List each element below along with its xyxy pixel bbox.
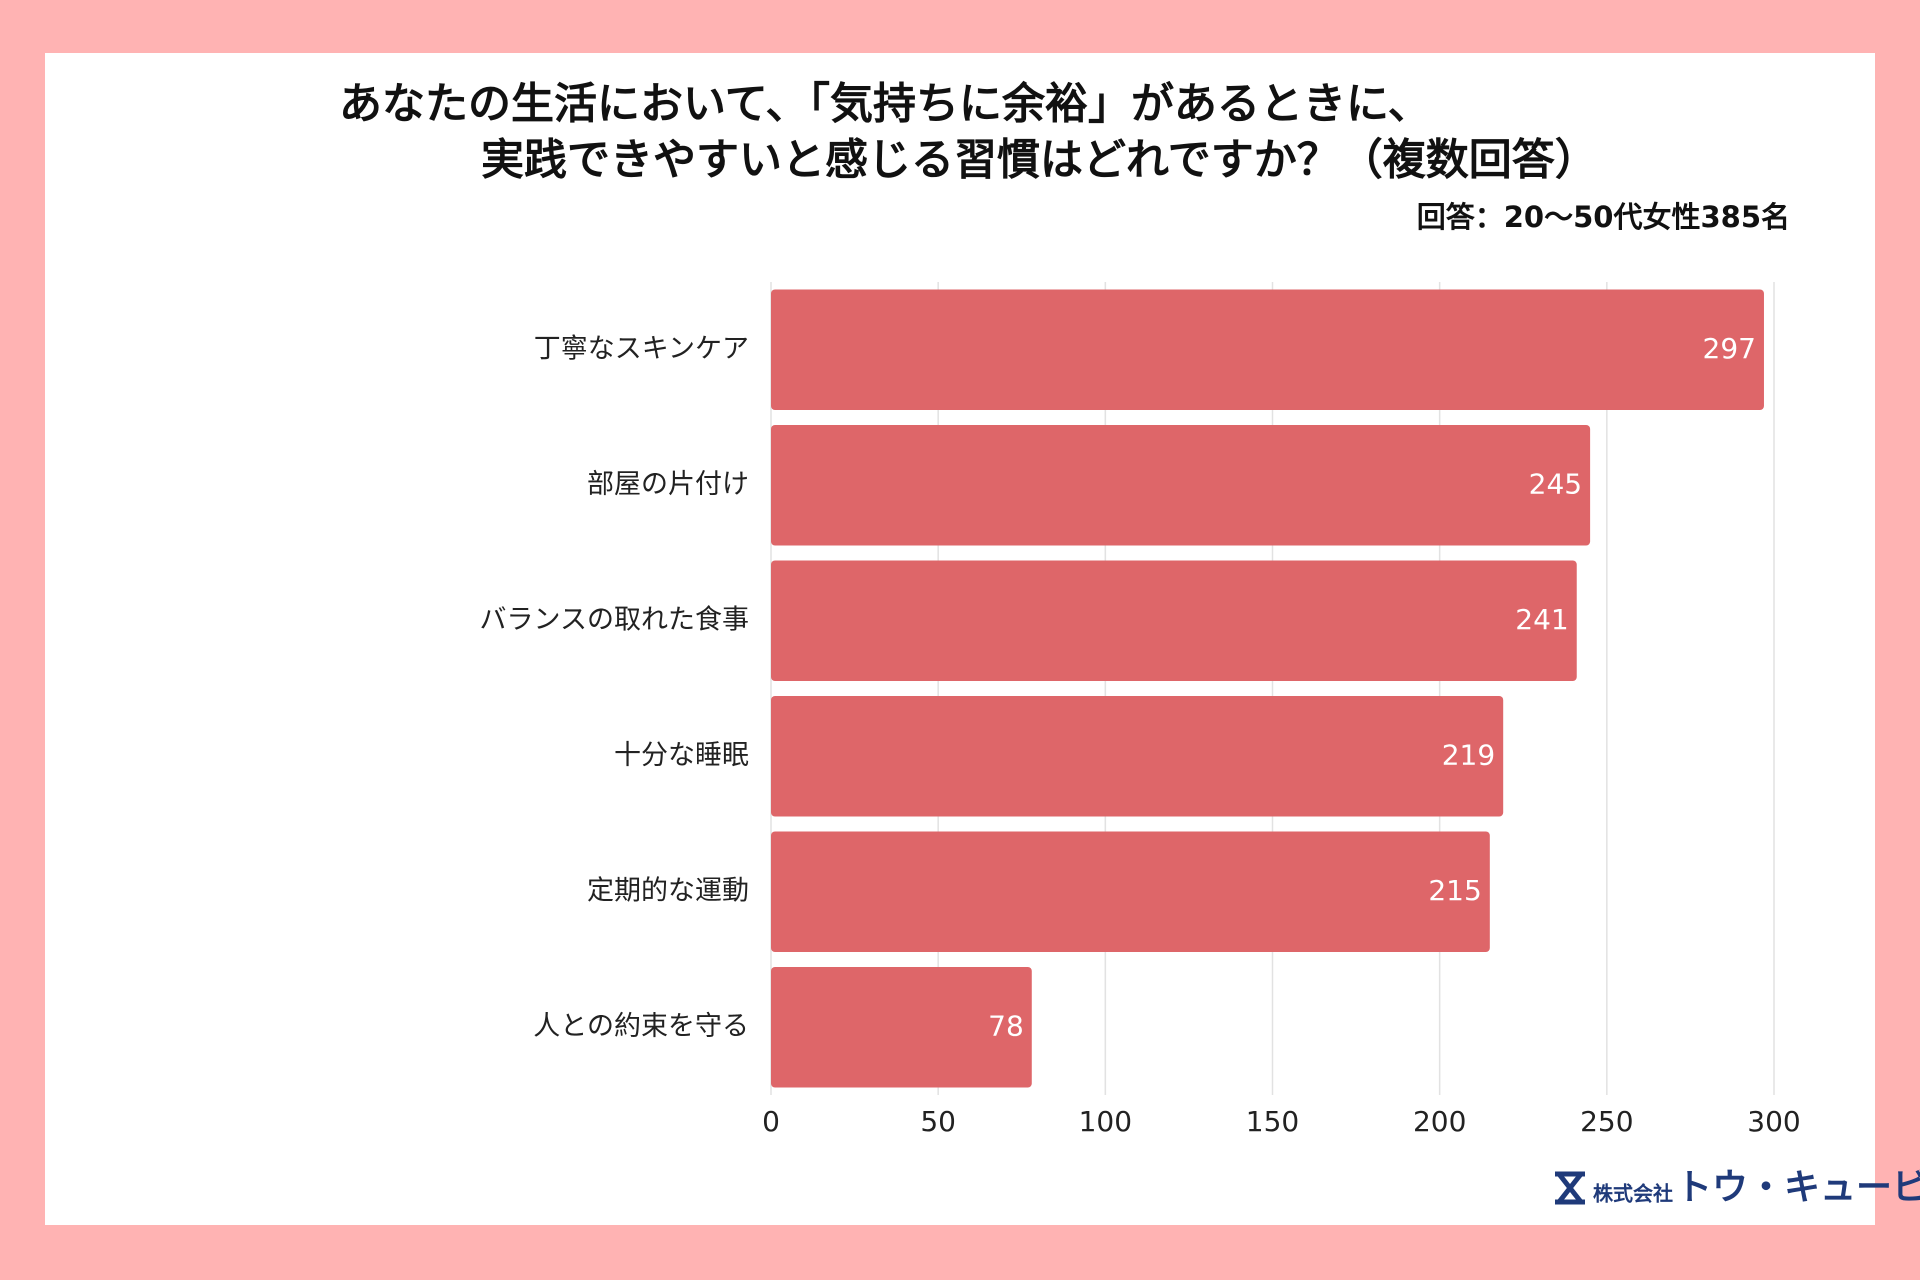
bar [771, 424, 1591, 546]
chart-title: あなたの生活において、「気持ちに余裕」があるときに、 [339, 80, 1431, 130]
value-label: 78 [988, 1009, 1024, 1042]
y-tick-label: 十分な睡眠 [614, 740, 749, 771]
value-label: 297 [1703, 332, 1756, 365]
x-tick-label: 100 [1079, 1105, 1132, 1138]
y-tick-label: 部屋の片付け [587, 469, 749, 500]
value-label: 219 [1442, 738, 1495, 771]
bar [771, 560, 1577, 682]
bar [771, 966, 1032, 1088]
value-label: 245 [1529, 467, 1582, 500]
chart-title: 実践できやすいと感じる習慣はどれですか？（複数回答） [481, 136, 1598, 186]
x-tick-label: 300 [1747, 1105, 1800, 1138]
y-tick-label: 定期的な運動 [587, 875, 749, 906]
y-tick-label: バランスの取れた食事 [480, 604, 749, 635]
x-tick-label: 150 [1246, 1105, 1299, 1138]
y-tick-label: 人との約束を守る [533, 1011, 749, 1042]
grid [770, 282, 1775, 1095]
bar [771, 289, 1764, 411]
value-label: 215 [1428, 874, 1481, 907]
logo-icon [1555, 1171, 1585, 1205]
bar [771, 831, 1490, 953]
x-tick-label: 0 [762, 1105, 780, 1138]
value-label: 241 [1515, 603, 1568, 636]
chart-subtitle: 回答：20〜50代女性385名 [1417, 200, 1790, 234]
logo-name: トウ・キュービー [1676, 1167, 1920, 1208]
logo: 株式会社 トウ・キュービー [1555, 1167, 1920, 1208]
x-tick-label: 50 [920, 1105, 956, 1138]
bar [771, 695, 1504, 817]
y-tick-label: 丁寧なスキンケア [534, 333, 749, 364]
logo-prefix: 株式会社 [1593, 1182, 1673, 1206]
x-tick-label: 250 [1580, 1105, 1633, 1138]
x-tick-label: 200 [1413, 1105, 1466, 1138]
